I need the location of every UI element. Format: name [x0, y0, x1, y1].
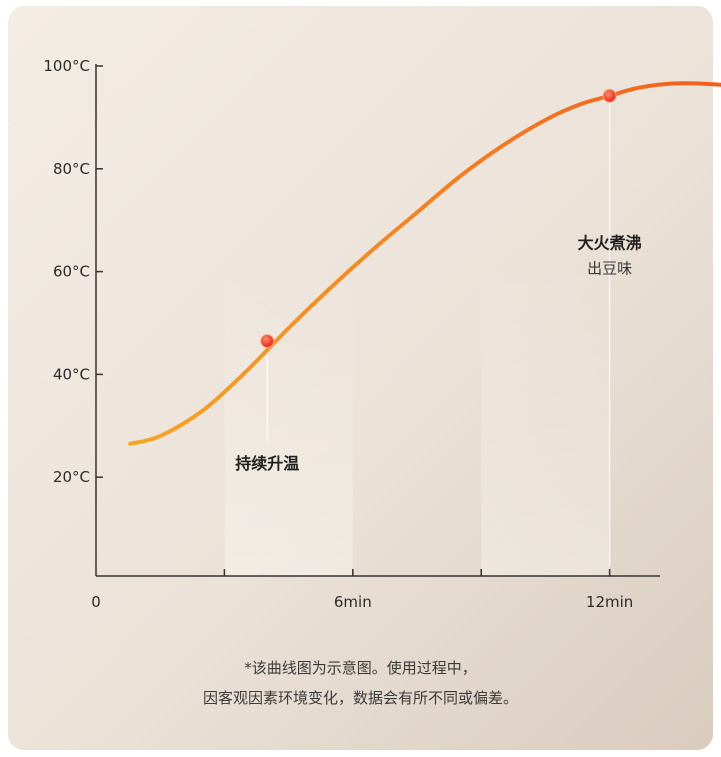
annotation-title: 持续升温: [235, 454, 299, 473]
temperature-curve-line: [128, 81, 721, 446]
annotation-title: 大火煮沸: [578, 233, 642, 252]
x-tick-label: 0: [91, 593, 101, 611]
footnote-line-1: *该曲线图为示意图。使用过程中，: [244, 659, 477, 677]
background-column: [481, 261, 610, 576]
footnote-line-2: 因客观因素环境变化，数据会有所不同或偏差。: [202, 689, 518, 707]
y-tick-label: 100°C: [43, 57, 90, 75]
marker-drop-lines: [266, 95, 611, 566]
chart-axes: 20°C40°C60°C80°C100°C06min12min18min24mi…: [43, 57, 660, 611]
y-tick-label: 40°C: [53, 365, 90, 383]
curve-marker-dot: [602, 88, 617, 103]
curve-marker-dot: [260, 333, 275, 348]
y-tick-label: 60°C: [53, 263, 90, 281]
annotation-subtitle: 出豆味: [587, 259, 632, 277]
x-tick-label: 6min: [334, 593, 372, 611]
y-tick-label: 80°C: [53, 160, 90, 178]
curve-markers: [260, 88, 617, 348]
background-columns: [224, 261, 610, 576]
background-column: [224, 261, 353, 576]
y-tick-label: 20°C: [53, 468, 90, 486]
marker-annotations: 持续升温大火煮沸出豆味小火慢熬飘豆香均匀煮透营养美味: [235, 233, 642, 473]
x-tick-label: 12min: [586, 593, 633, 611]
